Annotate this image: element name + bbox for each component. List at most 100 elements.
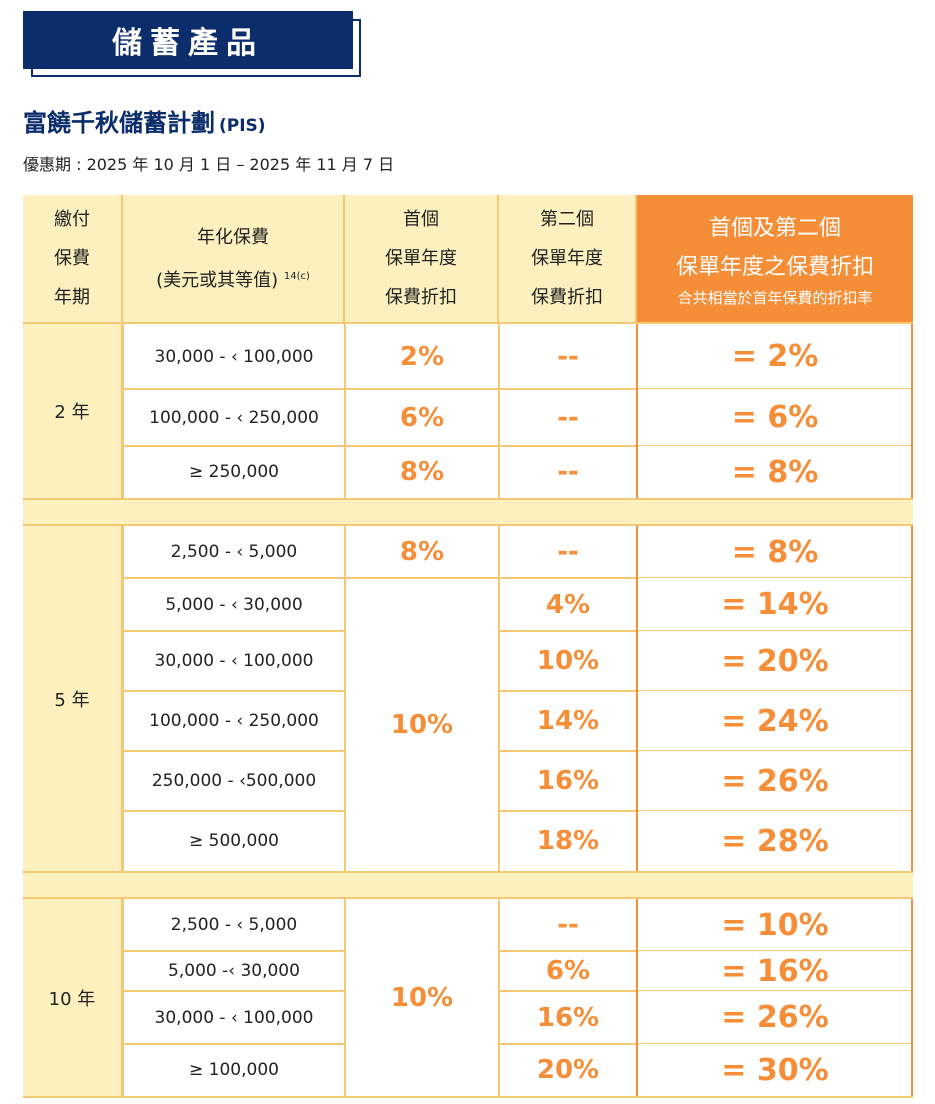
second-year-discount: 16%	[536, 1002, 600, 1033]
orange-left-border	[636, 526, 638, 871]
combined-discount: = 30%	[721, 1052, 829, 1088]
column-divider	[498, 899, 500, 1096]
row-divider-orange	[637, 630, 913, 631]
plan-code: (PIS)	[219, 116, 266, 136]
table-header: 繳付 保費 年期 年化保費 (美元或其等值) 14(c) 首個 保單年度 保費折…	[23, 195, 913, 324]
row-divider	[499, 990, 637, 992]
premium-range: 100,000 - ‹ 250,000	[149, 711, 319, 731]
second-year-discount: 10%	[536, 646, 600, 676]
table-row: 2,500 - ‹ 5,000 8% -- = 8%	[123, 526, 913, 578]
table-row: 30,000 - ‹ 100,000 2% -- = 2%	[123, 324, 913, 389]
row-divider	[499, 690, 637, 692]
header-first-line: 保費折扣	[385, 287, 457, 308]
premium-range: 2,500 - ‹ 5,000	[170, 915, 298, 935]
row-group: 5 年 2,500 - ‹ 5,000 8% -- = 8% 5,000 - ‹ 30,0…	[23, 526, 913, 871]
column-divider	[344, 526, 346, 871]
term-cell: 5 年	[23, 526, 123, 871]
table-row: 2,500 - ‹ 5,000 -- = 10%	[123, 899, 913, 951]
header-combined-note: 合共相當於首年保費的折扣率	[677, 288, 873, 307]
header-second-line: 第二個	[540, 209, 594, 230]
discount-table: 繳付 保費 年期 年化保費 (美元或其等值) 14(c) 首個 保單年度 保費折…	[23, 195, 913, 1098]
premium-range: 30,000 - ‹ 100,000	[154, 346, 314, 367]
row-divider-orange	[637, 388, 913, 389]
second-year-discount: 4%	[545, 589, 591, 620]
orange-right-border	[911, 526, 913, 871]
row-divider-orange	[637, 750, 913, 751]
row-divider	[123, 690, 345, 692]
table-row: ≥ 250,000 8% -- = 8%	[123, 446, 913, 498]
second-year-discount: --	[557, 457, 579, 487]
row-divider	[123, 750, 345, 752]
first-year-discount: 6%	[399, 402, 445, 433]
combined-discount: = 8%	[731, 534, 819, 570]
premium-range: 100,000 - ‹ 250,000	[149, 407, 319, 428]
row-divider	[123, 577, 637, 579]
first-year-discount: 8%	[399, 537, 445, 567]
table-row: 100,000 - ‹ 250,000 14% = 24%	[123, 691, 913, 751]
column-divider	[498, 324, 500, 498]
header-combined-line: 首個及第二個	[708, 215, 841, 241]
first-year-discount: 2%	[399, 341, 445, 372]
orange-right-border	[911, 324, 913, 498]
header-combined: 首個及第二個 保單年度之保費折扣 合共相當於首年保費的折扣率	[637, 195, 913, 322]
row-divider	[123, 445, 637, 447]
footnote-ref: 14(c)	[283, 270, 310, 282]
header-premium: 年化保費 (美元或其等值) 14(c)	[123, 195, 345, 322]
plan-title: 富饒千秋儲蓄計劃 (PIS)	[23, 103, 266, 138]
premium-range: 2,500 - ‹ 5,000	[170, 542, 298, 562]
second-year-discount: 6%	[545, 956, 591, 986]
combined-discount: = 26%	[721, 1000, 829, 1035]
second-year-discount: --	[557, 910, 579, 940]
second-year-discount: --	[557, 341, 579, 372]
header-second-year: 第二個 保單年度 保費折扣	[499, 195, 637, 322]
row-divider-orange	[637, 577, 913, 578]
premium-range: ≥ 500,000	[189, 831, 279, 851]
first-year-discount: 8%	[399, 457, 445, 487]
group-separator	[23, 871, 913, 899]
combined-discount: = 28%	[721, 823, 829, 859]
combined-discount: = 16%	[721, 953, 829, 989]
section-tab: 儲蓄產品	[23, 11, 363, 79]
promo-period: 優惠期 : 2025 年 10 月 1 日 – 2025 年 11 月 7 日	[23, 155, 395, 174]
second-year-discount: 20%	[536, 1055, 600, 1085]
second-year-discount: 14%	[536, 706, 600, 736]
combined-discount: = 26%	[721, 763, 829, 799]
orange-right-border	[911, 899, 913, 1096]
header-second-line: 保單年度	[531, 248, 603, 269]
row-divider	[123, 630, 345, 632]
combined-discount: = 14%	[721, 587, 829, 622]
first-year-merged-discount: 10%	[390, 709, 454, 740]
term-cell: 2 年	[23, 324, 123, 498]
row-divider-orange	[637, 690, 913, 691]
column-divider	[122, 526, 124, 871]
combined-discount: = 6%	[731, 400, 819, 435]
orange-left-border	[636, 324, 638, 498]
column-divider	[344, 324, 346, 498]
table-row: 5,000 -‹ 30,000 6% = 16%	[123, 951, 913, 991]
row-divider	[123, 950, 345, 952]
header-term-line: 保費	[54, 248, 90, 269]
group-separator	[23, 498, 913, 526]
row-divider-orange	[637, 990, 913, 991]
section-tab-title: 儲蓄產品	[23, 11, 353, 69]
combined-discount: = 2%	[731, 339, 819, 374]
column-divider	[122, 324, 124, 498]
premium-range: 250,000 - ‹500,000	[151, 771, 317, 791]
header-second-line: 保費折扣	[531, 287, 603, 308]
combined-discount: = 8%	[731, 454, 819, 490]
second-year-discount: --	[557, 402, 579, 433]
table-row: 100,000 - ‹ 250,000 6% -- = 6%	[123, 389, 913, 446]
row-divider-orange	[637, 445, 913, 446]
row-divider-orange	[637, 810, 913, 811]
premium-range: 5,000 -‹ 30,000	[168, 961, 300, 981]
header-first-line: 首個	[403, 209, 439, 230]
table-row: 250,000 - ‹500,000 16% = 26%	[123, 751, 913, 811]
row-divider	[123, 388, 637, 390]
row-divider	[123, 990, 345, 992]
row-divider-orange	[637, 1043, 913, 1044]
column-divider	[122, 899, 124, 1096]
column-divider	[344, 899, 346, 1096]
premium-range: 30,000 - ‹ 100,000	[154, 651, 314, 671]
row-divider	[123, 810, 345, 812]
header-first-line: 保單年度	[385, 248, 457, 269]
